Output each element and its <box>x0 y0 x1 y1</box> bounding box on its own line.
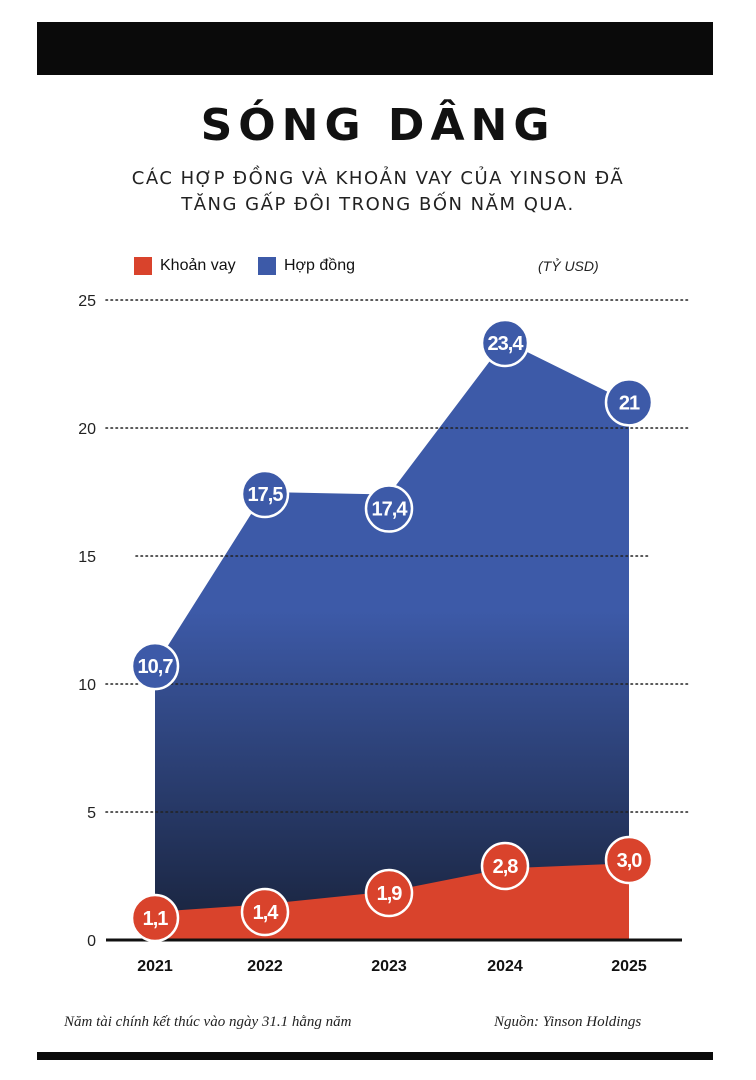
contract-data-marker <box>364 484 414 533</box>
loan-data-label: 3,0 <box>617 850 643 872</box>
contract-data-label: 17,5 <box>248 484 284 506</box>
y-tick-label: 15 <box>78 549 96 566</box>
top-banner-bar <box>37 22 713 75</box>
source-note: Nguồn: Yinson Holdings <box>494 1014 642 1030</box>
contract-data-label: 23,4 <box>488 333 525 355</box>
loan-data-label: 2,8 <box>493 856 519 878</box>
loan-data-label: 1,9 <box>377 883 403 905</box>
loan-data-marker <box>604 835 654 885</box>
bottom-banner-bar <box>37 1052 713 1060</box>
y-tick-label: 10 <box>78 677 96 694</box>
loan-data-label: 1,4 <box>253 902 280 924</box>
legend-swatch-contract <box>258 257 276 275</box>
contract-data-label: 10,7 <box>138 656 174 678</box>
x-tick-label: 2022 <box>247 958 283 975</box>
x-tick-label: 2021 <box>137 958 173 975</box>
legend-label-loan: Khoản vay <box>160 257 236 274</box>
contract-data-marker <box>240 469 290 519</box>
loan-data-marker <box>480 841 530 891</box>
chart-title: SÓNG DÂNG <box>200 100 556 151</box>
legend-item-contract: Hợp đồng <box>258 256 355 276</box>
unit-label: (TỶ USD) <box>538 258 599 274</box>
contract-data-label: 21 <box>619 392 640 414</box>
legend-swatch-loan <box>134 257 152 275</box>
contract-data-marker <box>480 318 530 368</box>
loan-data-marker <box>364 868 414 918</box>
contract-data-marker <box>130 641 180 691</box>
contract-data-marker <box>604 378 654 427</box>
y-tick-label: 20 <box>78 421 96 438</box>
loan-data-marker <box>240 887 290 937</box>
contract-data-label: 17,4 <box>372 499 409 521</box>
x-tick-label: 2025 <box>611 958 647 975</box>
loan-data-label: 1,1 <box>143 908 169 930</box>
fiscal-year-note: Năm tài chính kết thúc vào ngày 31.1 hằn… <box>64 1014 352 1030</box>
chart-subtitle: CÁC HỢP ĐỒNG VÀ KHOẢN VAY CỦA YINSON ĐÃ … <box>131 168 625 215</box>
x-tick-label: 2023 <box>371 958 407 975</box>
loan-data-marker <box>130 893 180 943</box>
y-tick-label: 25 <box>78 293 96 310</box>
legend-item-loan: Khoản vay <box>134 256 236 276</box>
x-tick-label: 2024 <box>487 958 523 975</box>
area-contracts <box>155 340 629 941</box>
legend-label-contract: Hợp đồng <box>284 257 355 274</box>
y-tick-label: 5 <box>87 805 96 822</box>
y-tick-label: 0 <box>87 933 96 950</box>
